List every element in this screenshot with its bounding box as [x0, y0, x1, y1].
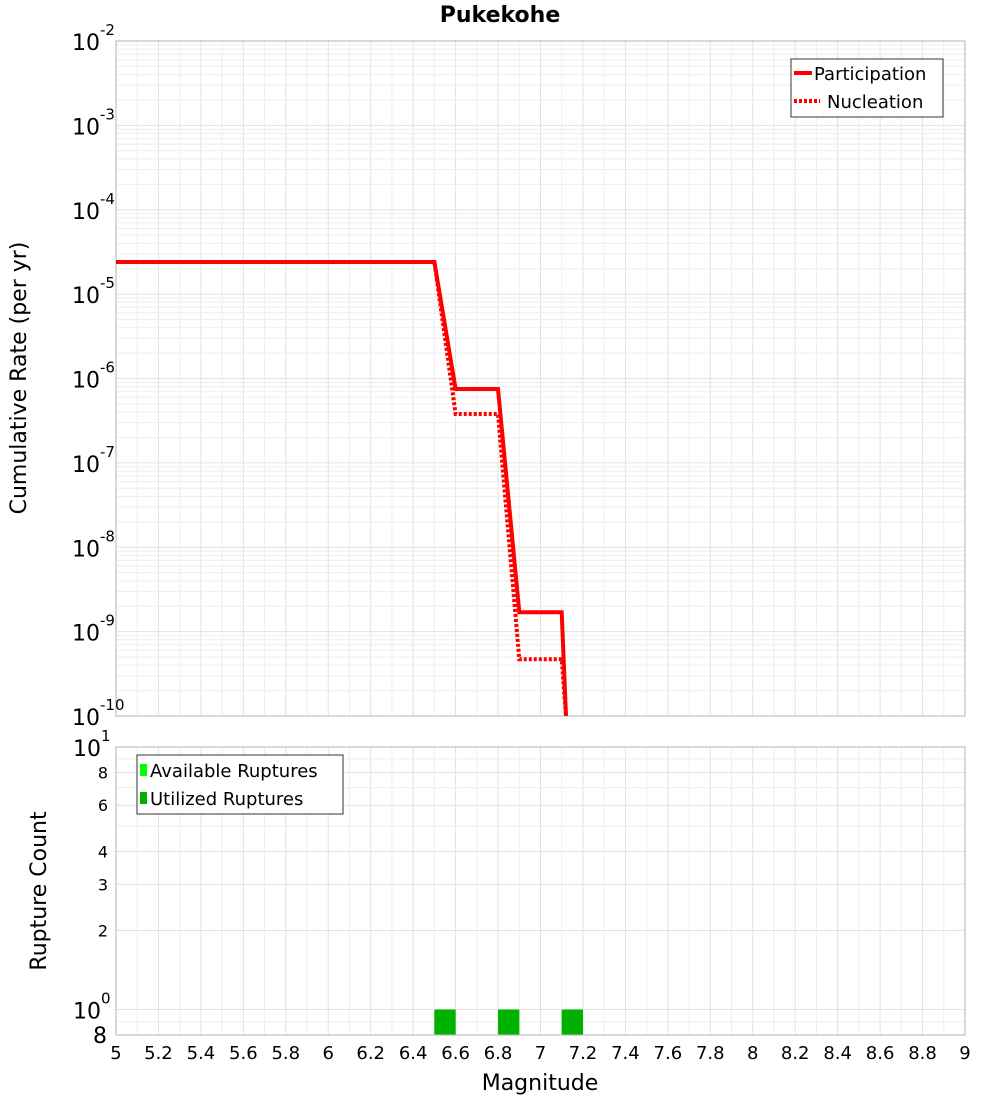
bottom-plot-bars [434, 1009, 583, 1035]
bottom-plot-frame [115, 746, 966, 1036]
bar-utilized-ruptures [498, 1009, 520, 1035]
top-plot-frame [115, 40, 966, 717]
top-legend: Participation Nucleation [790, 58, 944, 118]
bottom-legend: Available Ruptures Utilized Ruptures [136, 754, 344, 815]
bottom-y-tick-label: 8 [98, 763, 108, 782]
bottom-y-tick-label: 4 [98, 842, 108, 861]
x-tick-label: 8.6 [866, 1043, 895, 1064]
top-y-tick-label: 10-7 [72, 443, 115, 478]
x-tick-label: 8.8 [908, 1043, 937, 1064]
bottom-y-tick-label: 8 [93, 1024, 107, 1049]
bottom-y-tick-label: 101 [73, 727, 111, 762]
x-tick-label: 8.2 [781, 1043, 810, 1064]
bottom-legend-box [136, 754, 344, 815]
top-plot-series [116, 260, 568, 717]
top-y-axis-label: Cumulative Rate (per yr) [7, 242, 32, 515]
legend-nucleation-label: Nucleation [827, 92, 923, 113]
bottom-y-tick-label: 100 [73, 990, 111, 1025]
x-tick-label: 5.2 [144, 1043, 173, 1064]
legend-participation-label: Participation [814, 64, 926, 85]
x-tick-label: 6.4 [399, 1043, 428, 1064]
top-y-tick-label: 10-2 [72, 21, 115, 56]
legend-utilized-label: Utilized Ruptures [150, 789, 303, 810]
top-y-axis-ticks: 10-2 10-3 10-4 10-5 10-6 10-7 10-8 10-9 10-10 [72, 21, 125, 731]
top-y-tick-label: 10-9 [72, 612, 115, 647]
x-tick-label: 5 [110, 1043, 121, 1064]
x-tick-label: 8.4 [823, 1043, 852, 1064]
bottom-y-tick-label: 2 [98, 922, 108, 941]
x-tick-label: 6.8 [484, 1043, 513, 1064]
x-tick-label: 7.8 [696, 1043, 725, 1064]
top-y-tick-label: 10-5 [72, 274, 115, 309]
top-y-tick-label: 10-3 [72, 105, 115, 140]
x-tick-label: 5.6 [229, 1043, 258, 1064]
top-y-tick-label: 10-6 [72, 359, 115, 394]
x-tick-label: 5.4 [187, 1043, 216, 1064]
x-tick-label: 7.4 [611, 1043, 640, 1064]
top-y-tick-label: 10-10 [72, 696, 125, 731]
legend-available-label: Available Ruptures [150, 761, 318, 782]
chart-title: Pukekohe [440, 3, 560, 28]
bar-utilized-ruptures [434, 1009, 456, 1035]
top-legend-box [790, 58, 944, 118]
x-tick-label: 7.6 [654, 1043, 683, 1064]
legend-utilized-swatch [140, 792, 147, 804]
x-tick-label: 5.8 [271, 1043, 300, 1064]
x-tick-label: 6.2 [356, 1043, 385, 1064]
x-tick-label: 9 [959, 1043, 970, 1064]
bottom-y-tick-label: 3 [98, 875, 108, 894]
bottom-y-tick-label: 6 [98, 796, 108, 815]
x-tick-label: 6 [323, 1043, 334, 1064]
legend-available-swatch [140, 764, 147, 776]
x-tick-label: 6.6 [441, 1043, 470, 1064]
x-tick-label: 7 [535, 1043, 546, 1064]
top-y-tick-label: 10-8 [72, 527, 115, 562]
top-plot-grid [115, 40, 966, 717]
x-tick-label: 8 [747, 1043, 758, 1064]
x-axis-label: Magnitude [482, 1071, 599, 1096]
series-line-participation [116, 260, 568, 717]
bottom-y-axis-label: Rupture Count [27, 811, 52, 971]
top-y-tick-label: 10-4 [72, 190, 115, 225]
bar-utilized-ruptures [561, 1009, 583, 1035]
x-tick-label: 7.2 [569, 1043, 598, 1064]
x-axis-ticks: 5 5.2 5.4 5.6 5.8 6 6.2 6.4 6.6 6.8 7 7.2 7.4 7.6 7.8 8… [110, 1043, 970, 1064]
